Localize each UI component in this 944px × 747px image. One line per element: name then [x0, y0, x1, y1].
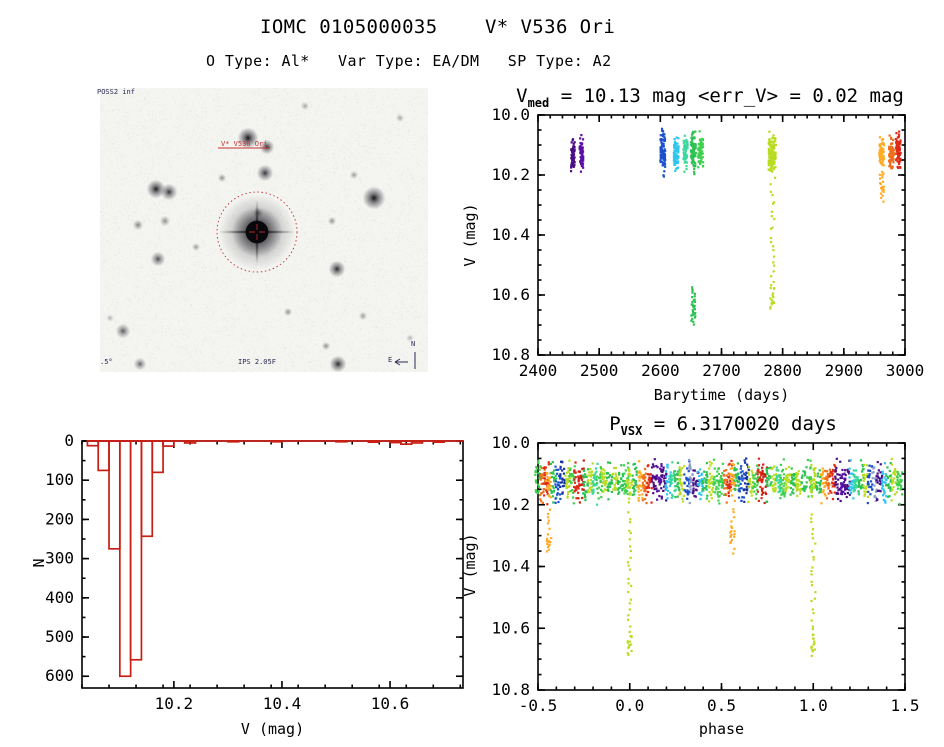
page-title: IOMC 0105000035 V* V536 Ori — [260, 16, 616, 38]
histogram-plot-canvas — [18, 428, 470, 728]
phase-plot-xlabel: phase — [698, 720, 745, 738]
histogram-xlabel: V (mag) — [240, 720, 305, 738]
time-plot-ylabel: V (mag) — [461, 203, 479, 267]
compass-north-label: N — [411, 340, 416, 348]
time-plot-title-prefix: V — [516, 85, 528, 107]
page-subtitle: O Type: Al* Var Type: EA/DM SP Type: A2 — [206, 52, 612, 70]
finder-survey-label: POSS2 inf — [97, 88, 135, 96]
time-plot-title: Vmed = 10.13 mag <err_V> = 0.02 mag — [490, 85, 930, 110]
phase-plot-title-prefix: P — [609, 413, 621, 435]
time-plot-title-sub: med — [527, 95, 550, 110]
finder-chart-image — [100, 88, 428, 372]
compass-east-label: E — [388, 356, 393, 364]
phase-plot-title-sub: VSX — [620, 423, 643, 438]
time-plot-xlabel: Barytime (days) — [653, 386, 790, 404]
finder-footer-label: IPS 2.05F — [238, 358, 276, 366]
phase-plot-title-rest: = 6.3170020 days — [642, 413, 837, 435]
phase-plot-ylabel: V (mag) — [461, 533, 479, 597]
time-plot-title-rest: = 10.13 mag <err_V> = 0.02 mag — [549, 85, 904, 107]
phase-plot-title: PVSX = 6.3170020 days — [508, 413, 938, 438]
histogram-ylabel: N — [30, 558, 48, 568]
finder-target-label: V* V536 Ori — [221, 140, 268, 148]
phase-plot-canvas — [440, 412, 944, 732]
time-series-plot-canvas — [440, 84, 944, 414]
finder-scale-label: .5° — [100, 358, 113, 366]
